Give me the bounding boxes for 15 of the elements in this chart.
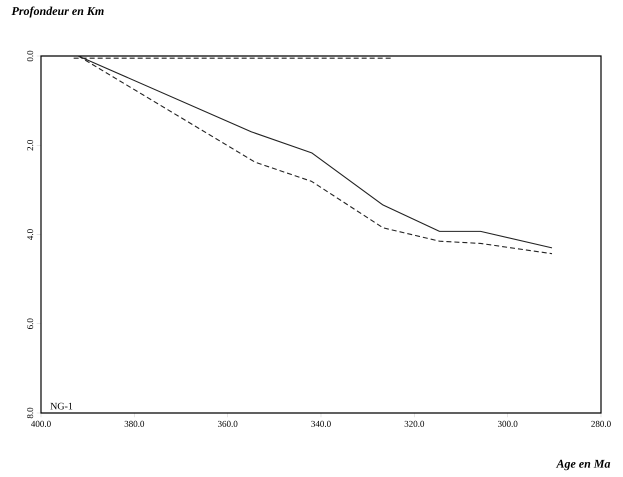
- chart-title: Profondeur en Km: [12, 6, 104, 18]
- x-tick-label: 300.0: [498, 420, 518, 427]
- y-tick-label: 6.0: [27, 318, 34, 329]
- annotation: NG-1: [50, 402, 72, 410]
- x-tick-label: 340.0: [311, 420, 331, 427]
- y-tick-label: 2.0: [27, 140, 34, 150]
- y-tick-label: 8.0: [27, 408, 34, 418]
- x-tick-label: 360.0: [218, 420, 238, 427]
- x-axis-title: Age en Ma: [556, 460, 610, 470]
- x-tick-label: 380.0: [124, 420, 144, 427]
- x-tick-label: 400.0: [31, 420, 51, 427]
- y-tick-label: 4.0: [27, 229, 34, 240]
- x-tick-label: 320.0: [404, 420, 424, 427]
- y-tick-label: 0.0: [27, 50, 34, 62]
- x-tick-label: 280.0: [591, 420, 611, 427]
